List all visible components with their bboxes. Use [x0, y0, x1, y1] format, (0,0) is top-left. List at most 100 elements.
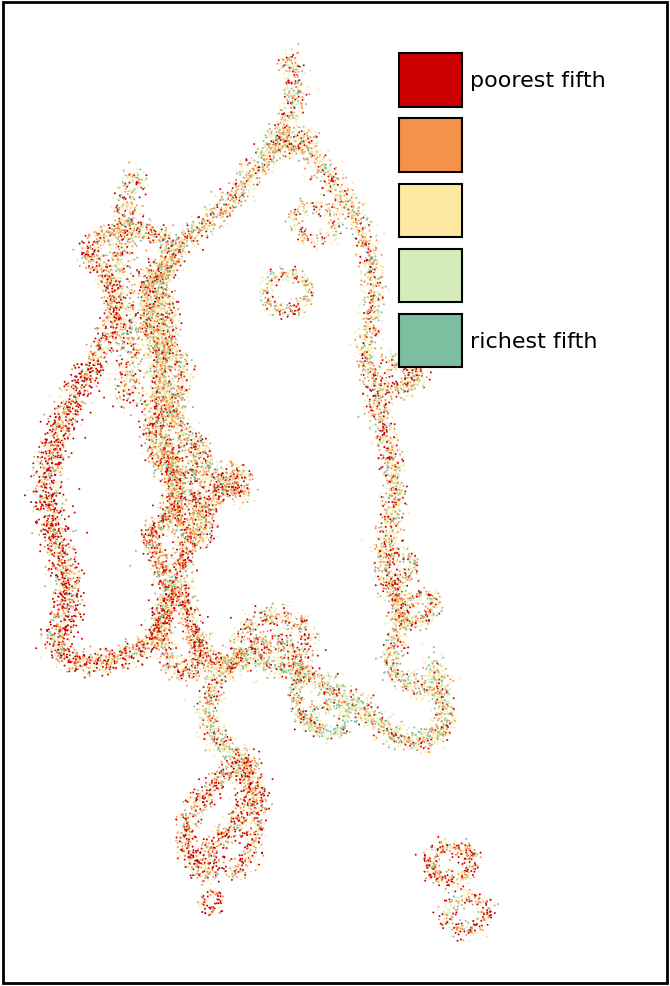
Point — [220, 659, 231, 674]
Point — [245, 754, 256, 770]
Point — [53, 545, 64, 561]
Point — [157, 357, 168, 373]
Point — [196, 511, 207, 527]
Point — [151, 266, 161, 282]
Point — [243, 762, 254, 778]
Point — [157, 232, 168, 247]
Point — [149, 342, 159, 358]
Point — [297, 664, 308, 679]
Point — [204, 847, 214, 863]
Point — [201, 701, 212, 717]
Point — [163, 414, 174, 430]
Point — [320, 148, 331, 164]
Point — [163, 395, 174, 411]
Point — [272, 135, 283, 151]
Point — [155, 543, 165, 559]
Point — [172, 399, 182, 415]
Point — [76, 383, 86, 398]
Point — [383, 449, 394, 464]
Point — [279, 650, 289, 666]
Point — [279, 605, 290, 621]
Point — [377, 542, 387, 558]
Point — [392, 378, 403, 393]
Point — [386, 443, 397, 458]
Point — [438, 664, 448, 679]
Point — [195, 446, 206, 461]
Point — [196, 516, 206, 531]
Point — [72, 396, 83, 412]
Point — [98, 344, 109, 360]
Point — [236, 478, 247, 494]
Point — [175, 471, 186, 487]
Point — [158, 288, 169, 304]
Point — [155, 626, 166, 642]
Point — [40, 461, 51, 477]
Point — [139, 229, 149, 245]
Point — [446, 873, 456, 888]
Point — [246, 785, 257, 801]
Point — [190, 843, 201, 859]
Point — [131, 639, 142, 655]
Point — [206, 467, 217, 483]
Point — [281, 119, 292, 135]
Point — [114, 309, 125, 324]
Point — [131, 351, 142, 367]
Point — [42, 503, 53, 519]
Point — [127, 174, 138, 189]
Point — [423, 685, 433, 701]
Point — [153, 234, 164, 249]
Point — [172, 591, 182, 606]
Point — [160, 259, 171, 275]
Point — [176, 467, 186, 483]
Point — [390, 505, 401, 521]
Point — [300, 281, 311, 297]
Point — [226, 814, 237, 830]
Point — [376, 536, 387, 552]
Point — [322, 735, 332, 750]
Point — [159, 455, 170, 470]
Point — [249, 752, 259, 768]
Point — [167, 235, 178, 250]
Point — [58, 459, 68, 475]
Point — [119, 261, 129, 277]
Point — [140, 436, 151, 452]
Point — [395, 480, 405, 496]
Point — [120, 220, 131, 236]
Point — [294, 667, 305, 682]
Point — [243, 658, 253, 673]
Point — [153, 427, 164, 443]
Point — [107, 320, 117, 336]
Point — [155, 336, 165, 352]
Point — [148, 279, 159, 295]
Point — [134, 220, 145, 236]
Point — [210, 676, 221, 692]
Point — [367, 356, 378, 372]
Point — [156, 521, 167, 536]
Point — [149, 400, 160, 416]
Point — [444, 681, 455, 697]
Point — [448, 839, 458, 855]
Point — [145, 344, 156, 360]
Point — [149, 325, 159, 341]
Point — [186, 643, 197, 659]
Point — [186, 510, 196, 526]
Point — [84, 236, 94, 251]
Point — [339, 714, 350, 730]
Point — [388, 438, 399, 454]
Point — [391, 497, 401, 513]
Point — [159, 605, 170, 621]
Point — [375, 710, 385, 726]
Point — [163, 486, 174, 502]
Point — [235, 799, 246, 814]
Point — [202, 684, 213, 700]
Point — [366, 285, 377, 301]
Point — [197, 445, 208, 460]
Point — [155, 402, 165, 418]
Point — [157, 259, 168, 275]
Point — [235, 177, 246, 193]
Point — [149, 616, 159, 632]
Point — [386, 722, 397, 738]
Point — [159, 229, 170, 245]
Point — [209, 739, 220, 754]
Point — [382, 503, 393, 519]
